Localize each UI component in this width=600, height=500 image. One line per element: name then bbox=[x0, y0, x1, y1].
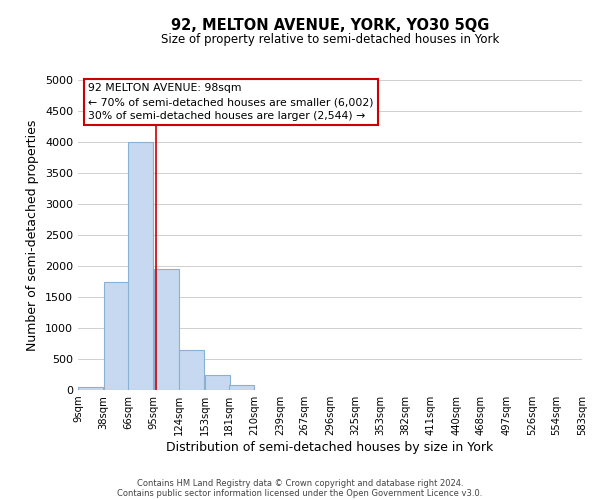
Bar bbox=[128, 142, 153, 390]
Bar bbox=[229, 385, 254, 390]
Text: 92 MELTON AVENUE: 98sqm
← 70% of semi-detached houses are smaller (6,002)
30% of: 92 MELTON AVENUE: 98sqm ← 70% of semi-de… bbox=[88, 83, 374, 121]
Bar bbox=[205, 375, 230, 390]
Bar bbox=[78, 387, 103, 390]
Text: Contains HM Land Registry data © Crown copyright and database right 2024.: Contains HM Land Registry data © Crown c… bbox=[137, 478, 463, 488]
Bar bbox=[179, 350, 204, 390]
Bar bbox=[104, 282, 129, 390]
Y-axis label: Number of semi-detached properties: Number of semi-detached properties bbox=[26, 120, 40, 350]
X-axis label: Distribution of semi-detached houses by size in York: Distribution of semi-detached houses by … bbox=[166, 441, 494, 454]
Text: Size of property relative to semi-detached houses in York: Size of property relative to semi-detach… bbox=[161, 32, 499, 46]
Text: 92, MELTON AVENUE, YORK, YO30 5QG: 92, MELTON AVENUE, YORK, YO30 5QG bbox=[171, 18, 489, 32]
Text: Contains public sector information licensed under the Open Government Licence v3: Contains public sector information licen… bbox=[118, 488, 482, 498]
Bar bbox=[154, 269, 179, 390]
